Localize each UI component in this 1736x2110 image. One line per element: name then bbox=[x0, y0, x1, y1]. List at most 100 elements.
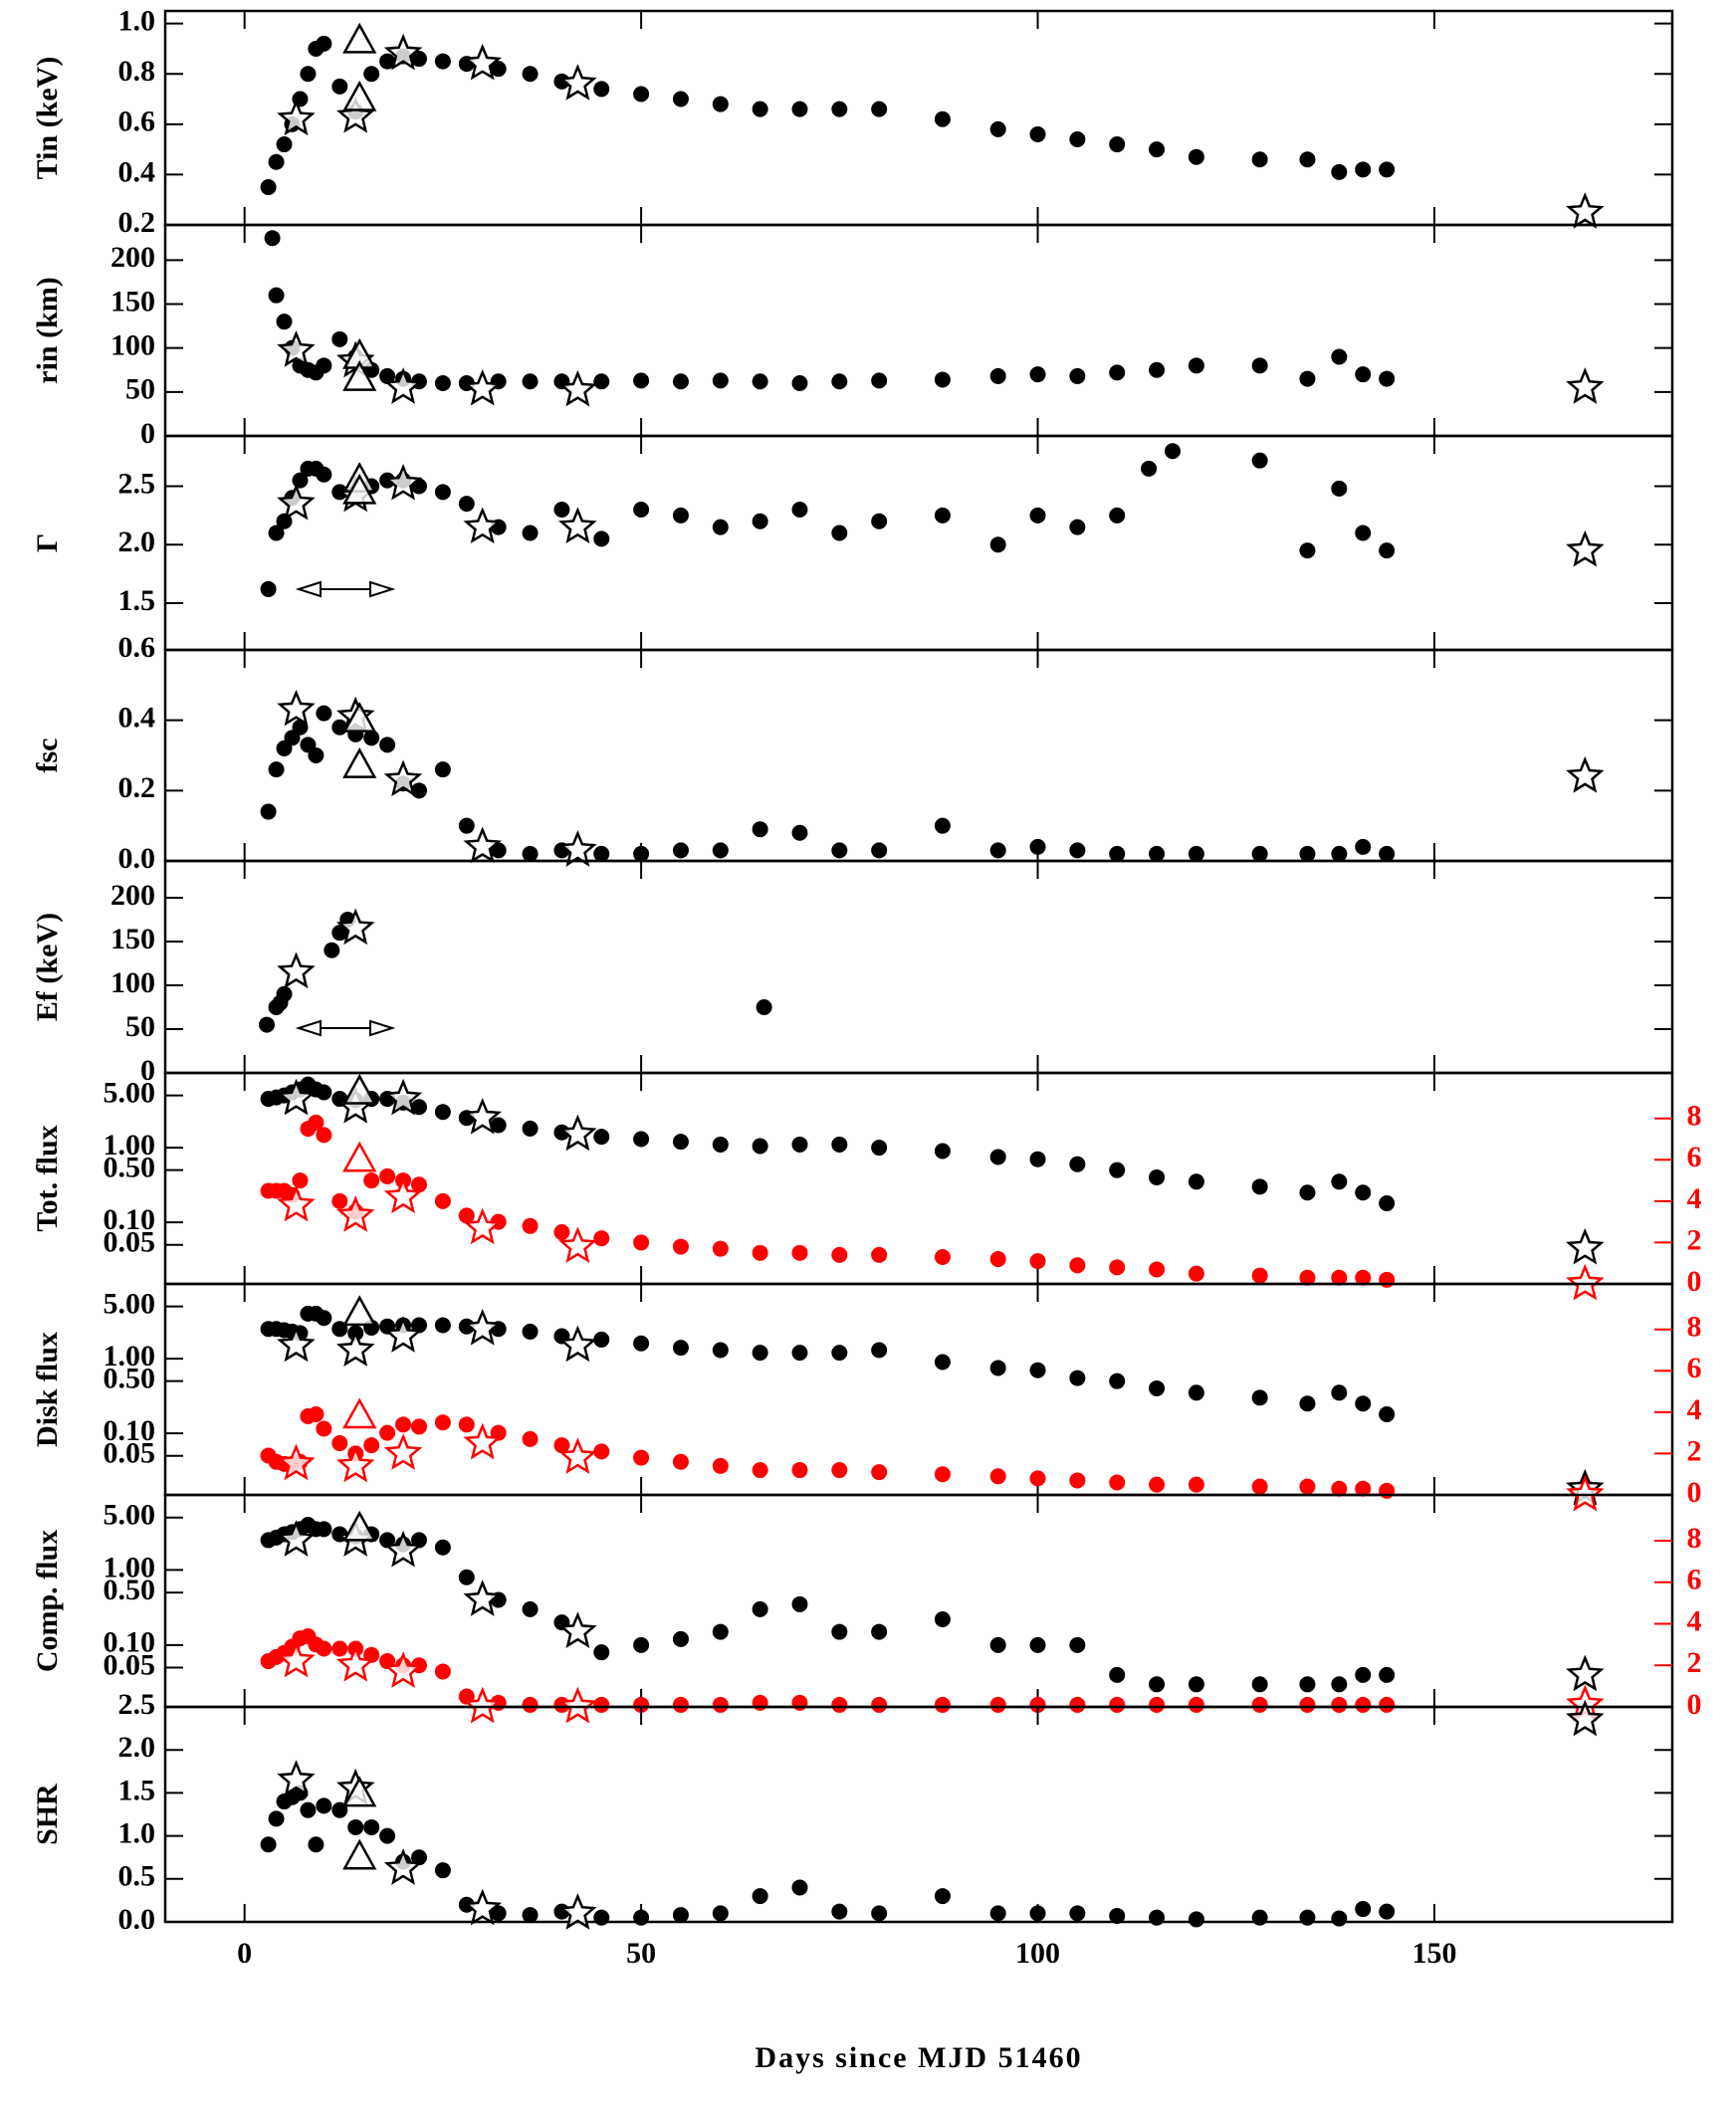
y2-tick-label: 8 bbox=[1687, 1522, 1702, 1555]
data-point bbox=[379, 1167, 396, 1184]
data-point bbox=[712, 96, 729, 112]
data-point bbox=[593, 1443, 610, 1460]
data-point bbox=[791, 1694, 808, 1711]
y-tick-label: 0 bbox=[140, 1054, 155, 1087]
data-point bbox=[1355, 1666, 1372, 1683]
y-tick-label: 0 bbox=[140, 417, 155, 450]
data-point bbox=[871, 1623, 888, 1640]
data-point bbox=[934, 1466, 951, 1483]
data-point bbox=[934, 507, 951, 524]
data-point bbox=[989, 1696, 1006, 1713]
panel-frame bbox=[163, 1493, 1674, 1709]
data-point bbox=[1149, 1379, 1166, 1396]
star-point bbox=[558, 64, 597, 101]
star-point bbox=[277, 1640, 316, 1678]
y-tick-label: 2.0 bbox=[118, 526, 156, 558]
star-point bbox=[277, 1325, 316, 1363]
arrow-head bbox=[369, 580, 396, 598]
star-point bbox=[277, 951, 316, 989]
y-axis-label: Comp. flux bbox=[31, 1530, 64, 1672]
data-point bbox=[1251, 452, 1268, 469]
data-point bbox=[791, 1345, 808, 1362]
data-point bbox=[395, 1416, 412, 1433]
data-point bbox=[458, 496, 475, 513]
data-point bbox=[791, 1462, 808, 1479]
y-tick-label: 0.2 bbox=[118, 771, 156, 804]
star-point bbox=[383, 1651, 423, 1688]
data-point bbox=[308, 1836, 325, 1853]
star-point bbox=[1566, 1654, 1605, 1692]
data-point bbox=[1109, 364, 1126, 381]
data-point bbox=[260, 179, 277, 196]
panel-frame bbox=[163, 648, 1674, 863]
data-point bbox=[989, 1251, 1006, 1268]
data-point bbox=[989, 1360, 1006, 1376]
data-point bbox=[989, 120, 1006, 137]
panel-frame bbox=[163, 1282, 1674, 1497]
data-point bbox=[593, 1909, 610, 1926]
data-point bbox=[1355, 1184, 1372, 1201]
data-point bbox=[490, 1905, 507, 1922]
data-point bbox=[831, 101, 848, 117]
data-point bbox=[363, 730, 380, 746]
star-point bbox=[335, 908, 375, 946]
data-point bbox=[331, 925, 348, 942]
data-point bbox=[1355, 161, 1372, 178]
data-point bbox=[1029, 1362, 1046, 1378]
triangle-point bbox=[342, 80, 377, 111]
data-point bbox=[410, 1176, 427, 1193]
y-tick-label: 150 bbox=[110, 923, 155, 955]
star-point bbox=[463, 1422, 503, 1460]
data-point bbox=[633, 1636, 650, 1653]
arrow-head bbox=[369, 1019, 396, 1037]
data-point bbox=[1188, 1265, 1204, 1282]
star-point bbox=[1566, 1263, 1605, 1301]
data-point bbox=[1029, 507, 1046, 524]
data-point bbox=[633, 1234, 650, 1251]
data-point bbox=[633, 372, 650, 389]
data-point bbox=[672, 1630, 689, 1647]
data-point bbox=[1069, 1257, 1086, 1274]
data-point bbox=[1109, 1666, 1126, 1683]
data-point bbox=[752, 373, 768, 390]
y-tick-label: 0.50 bbox=[104, 1363, 156, 1395]
data-point bbox=[672, 1696, 689, 1713]
data-point bbox=[752, 1462, 768, 1479]
y-axis-label: SHR bbox=[31, 1784, 64, 1845]
triangle-point bbox=[342, 1073, 377, 1105]
data-point bbox=[379, 53, 396, 70]
data-point bbox=[260, 580, 277, 597]
data-point bbox=[308, 1405, 325, 1422]
data-point bbox=[1299, 370, 1316, 387]
data-point bbox=[831, 1623, 848, 1640]
y2-tick-label: 0 bbox=[1687, 1688, 1702, 1721]
data-point bbox=[331, 78, 348, 95]
star-point bbox=[336, 1330, 375, 1367]
x-tick-label: 50 bbox=[626, 1937, 656, 1970]
star-point bbox=[336, 1644, 375, 1682]
data-point bbox=[1331, 1910, 1348, 1927]
star-point bbox=[463, 1686, 502, 1724]
star-point bbox=[1566, 192, 1605, 229]
data-point bbox=[712, 842, 729, 859]
data-point bbox=[633, 502, 650, 519]
x-tick-label: 0 bbox=[237, 1937, 252, 1970]
data-point bbox=[752, 1600, 768, 1617]
data-point bbox=[1379, 370, 1396, 387]
y2-tick-label: 6 bbox=[1687, 1564, 1702, 1596]
star-point bbox=[463, 1308, 502, 1346]
data-point bbox=[522, 373, 539, 390]
data-point bbox=[1299, 1909, 1316, 1926]
data-point bbox=[260, 1836, 277, 1853]
data-point bbox=[300, 66, 317, 83]
y2-tick-label: 8 bbox=[1687, 1100, 1702, 1133]
data-point bbox=[672, 1238, 689, 1255]
data-point bbox=[316, 1420, 332, 1437]
data-point bbox=[316, 705, 332, 722]
data-point bbox=[1188, 1476, 1204, 1493]
data-point bbox=[831, 1462, 848, 1479]
data-point bbox=[752, 101, 768, 117]
star-point bbox=[463, 1207, 503, 1245]
data-point bbox=[1164, 443, 1181, 460]
data-point bbox=[1251, 151, 1268, 168]
